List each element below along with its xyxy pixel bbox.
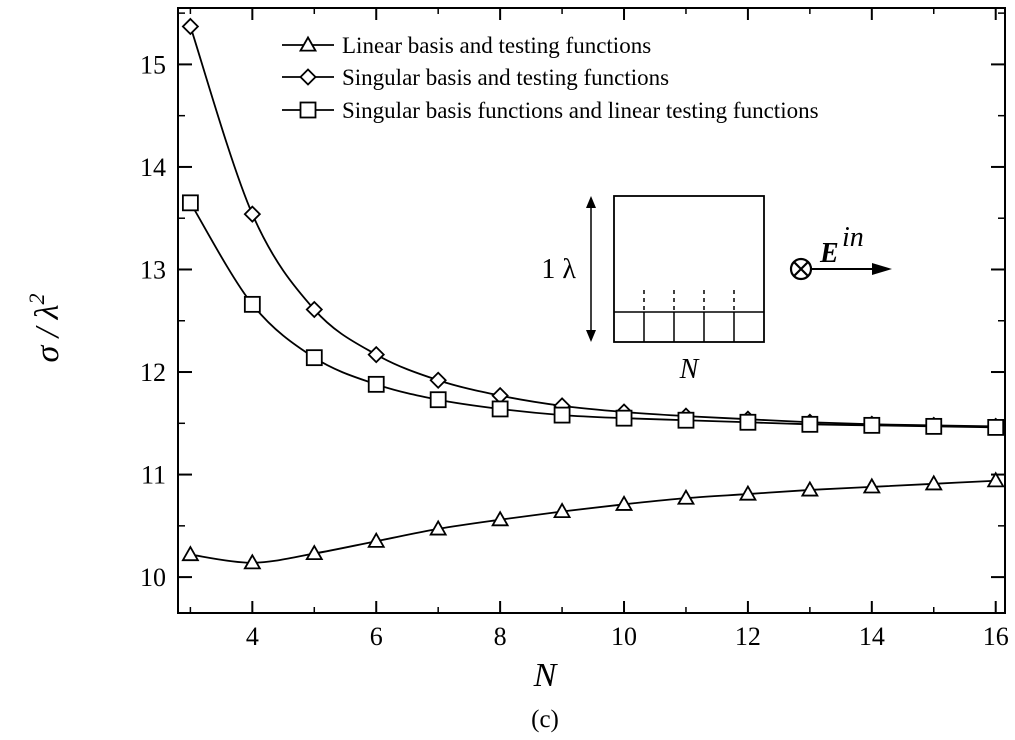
inset-diagram: 1 λ N Ein (541, 195, 892, 385)
data-point-square (615, 409, 633, 427)
inset-height-label: 1 λ (541, 254, 576, 285)
inset-box (613, 195, 765, 343)
x-tick-label: 12 (735, 622, 761, 651)
x-tick-label: 16 (983, 622, 1009, 651)
data-point-square (305, 349, 323, 367)
data-point-square (553, 406, 571, 424)
data-point-square (863, 416, 881, 434)
arrowhead-up (586, 196, 596, 208)
data-point-diamond (305, 300, 324, 319)
data-point-triangle (800, 480, 819, 497)
x-tick-label: 4 (246, 622, 259, 651)
data-point-triangle (738, 484, 757, 501)
data-point-diamond (181, 17, 200, 36)
y-tick-label: 13 (140, 255, 166, 284)
data-point-triangle (676, 488, 696, 505)
legend: Linear basis and testing functions Singul… (282, 33, 819, 123)
legend-label: Linear basis and testing functions (342, 33, 651, 58)
y-tick-label: 10 (140, 563, 166, 592)
data-point-square (429, 391, 447, 409)
legend-marker-triangle (298, 35, 318, 52)
data-point-triangle (924, 474, 943, 491)
series-square (181, 194, 1005, 436)
data-point-diamond (243, 205, 262, 223)
data-point-triangle (491, 510, 510, 527)
data-point-square (677, 411, 695, 429)
data-point-triangle (367, 531, 386, 548)
x-tick-label: 14 (859, 622, 885, 651)
data-point-square (243, 295, 261, 313)
into-page-cross-b (793, 261, 809, 277)
x-axis-title: N (533, 657, 559, 694)
legend-label: Singular basis and testing functions (342, 65, 669, 90)
y-tick-label: 14 (140, 153, 166, 182)
data-point-square (801, 415, 819, 433)
data-point-triangle (181, 545, 200, 562)
data-point-square (367, 375, 385, 393)
legend-item: Linear basis and testing functions (282, 33, 651, 58)
legend-marker-square (299, 101, 317, 119)
legend-item: Singular basis and testing functions (282, 65, 669, 90)
field-arrowhead (872, 263, 892, 275)
data-point-triangle (243, 553, 262, 570)
data-point-square (987, 418, 1005, 436)
legend-label: Singular basis functions and linear test… (342, 98, 819, 123)
series-triangle (181, 471, 1005, 570)
y-tick-label: 11 (141, 461, 166, 490)
data-point-triangle (305, 544, 324, 561)
data-point-diamond (429, 371, 447, 390)
data-point-triangle (614, 494, 634, 511)
x-tick-label: 6 (370, 622, 383, 651)
data-point-square (739, 413, 757, 431)
plot-frame (177, 7, 1006, 614)
y-tick-label: 12 (140, 358, 166, 387)
y-axis-title: σ / λ2 (24, 294, 66, 363)
data-point-triangle (986, 471, 1005, 488)
data-point-triangle (553, 502, 572, 519)
data-point-triangle (429, 519, 448, 536)
series-group (181, 17, 1005, 570)
data-point-square (491, 400, 509, 418)
field-label-superscript: in (842, 222, 864, 253)
y-tick-label: 15 (140, 50, 166, 79)
x-tick-label: 10 (611, 622, 637, 651)
legend-item: Singular basis functions and linear test… (282, 98, 819, 123)
figure-caption: (c) (531, 706, 559, 733)
x-tick-label: 8 (494, 622, 507, 651)
arrowhead-down (586, 330, 596, 342)
axes: 4 6 8 10 12 14 16 10 11 12 13 14 15 (140, 7, 1009, 651)
inset-width-label: N (679, 354, 700, 385)
data-point-triangle (862, 477, 881, 494)
data-point-square (181, 194, 199, 212)
legend-marker-diamond (299, 68, 317, 86)
field-label: E (819, 238, 839, 269)
data-point-diamond (367, 345, 386, 364)
data-point-square (925, 417, 943, 435)
